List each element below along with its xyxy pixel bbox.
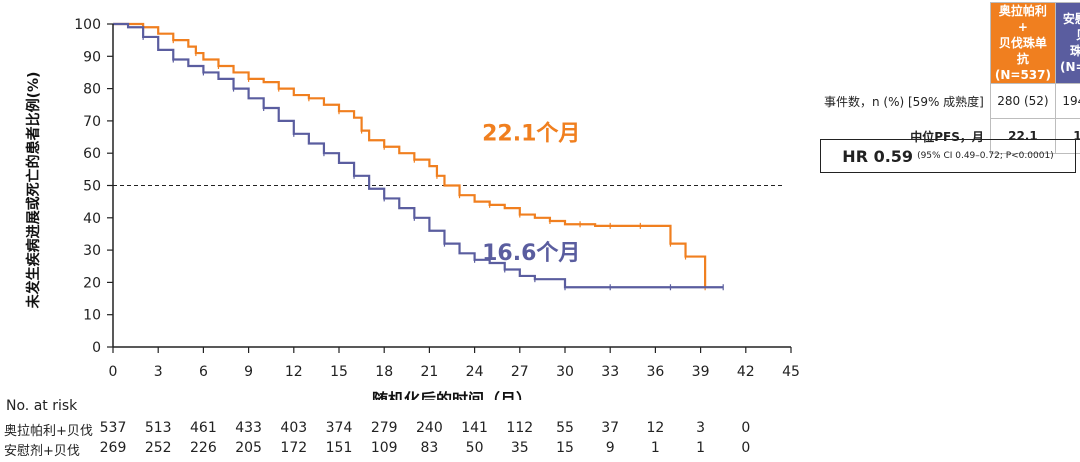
y-tick-label: 10 — [83, 308, 101, 324]
arm2-survival-curve — [113, 22, 724, 289]
risk-arm2-value: 226 — [190, 440, 217, 456]
x-tick-label: 9 — [244, 364, 253, 380]
risk-table-title: No. at risk — [6, 398, 78, 414]
x-tick-label: 21 — [420, 364, 438, 380]
risk-arm1-value: 55 — [556, 420, 574, 436]
risk-arm2-value: 9 — [605, 440, 615, 456]
x-tick-label: 24 — [466, 364, 484, 380]
y-tick-label: 60 — [83, 146, 101, 162]
y-tick-label: 20 — [83, 275, 101, 291]
y-tick-label: 80 — [83, 82, 101, 98]
y-tick-label: 40 — [83, 211, 101, 227]
median-label: 中位PFS，月 — [910, 129, 984, 144]
risk-arm2-value: 252 — [144, 440, 172, 456]
y-tick-label: 70 — [83, 114, 101, 130]
risk-arm1-value: 112 — [506, 420, 534, 436]
risk-arm1-value: 12 — [646, 420, 665, 436]
hr-main: HR 0.59 — [842, 146, 914, 166]
y-tick-label: 30 — [83, 243, 101, 259]
events-label: 事件数，n (%) [59% 成熟度] — [824, 94, 984, 109]
x-tick-label: 6 — [199, 364, 208, 380]
risk-arm2-value: 1 — [650, 440, 660, 456]
risk-arm1-value: 403 — [280, 420, 308, 436]
arm2-header: 安慰剂 + 贝伐 珠单抗 (N=269) — [1054, 2, 1080, 84]
x-tick-label: 33 — [601, 364, 619, 380]
risk-arm2-value: 50 — [465, 440, 484, 456]
x-tick-label: 18 — [375, 364, 393, 380]
x-tick-label: 0 — [109, 364, 118, 380]
y-tick-label: 0 — [92, 340, 101, 356]
risk-arm1-value: 0 — [741, 420, 751, 436]
summary-table: 奥拉帕利 + 贝伐珠单抗 (N=537) 安慰剂 + 贝伐 珠单抗 (N=269… — [820, 2, 1080, 154]
risk-arm2-value: 83 — [420, 440, 439, 456]
risk-arm2-value: 1 — [696, 440, 706, 456]
risk-arm2-value: 151 — [325, 440, 353, 456]
hr-detail: (95% CI 0.49–0.72; P<0.0001) — [917, 151, 1054, 161]
risk-arm1-value: 279 — [370, 420, 398, 436]
x-tick-label: 39 — [692, 364, 710, 380]
x-tick-label: 12 — [285, 364, 303, 380]
risk-arm1-value: 433 — [235, 420, 262, 436]
risk-arm1-value: 513 — [144, 420, 172, 436]
x-tick-label: 3 — [154, 364, 163, 380]
events-arm2: 194 (72) — [1054, 83, 1080, 119]
x-tick-label: 42 — [737, 364, 755, 380]
risk-arm1-label: 奥拉帕利+贝伐 — [4, 424, 93, 439]
y-axis-title: 未发生疾病进展或死亡的患者比例(%) — [25, 72, 42, 309]
risk-arm1-value: 461 — [190, 420, 217, 436]
risk-arm2-value: 15 — [556, 440, 574, 456]
risk-arm2-value: 172 — [280, 440, 308, 456]
risk-arm2-value: 35 — [510, 440, 529, 456]
risk-arm1-value: 374 — [325, 420, 353, 436]
hazard-ratio-box: HR 0.59 (95% CI 0.49–0.72; P<0.0001) — [820, 139, 1076, 173]
risk-arm1-value: 3 — [696, 420, 706, 436]
risk-arm2-value: 205 — [235, 440, 262, 456]
x-tick-label: 30 — [556, 364, 574, 380]
arm1-header: 奥拉帕利 + 贝伐珠单抗 (N=537) — [989, 2, 1056, 84]
arm1-survival-curve — [113, 22, 707, 288]
x-axis-title: 随机化后的时间（月） — [372, 390, 532, 400]
risk-arm2-value: 109 — [370, 440, 398, 456]
risk-arm1-value: 240 — [416, 420, 443, 436]
arm2-median-annotation: 16.6个月 — [482, 241, 580, 266]
x-tick-label: 15 — [330, 364, 348, 380]
y-tick-label: 90 — [83, 49, 101, 65]
x-tick-label: 27 — [511, 364, 529, 380]
risk-arm2-label: 安慰剂+贝伐 — [4, 444, 80, 459]
events-arm1: 280 (52) — [989, 83, 1056, 119]
risk-arm1-value: 37 — [601, 420, 620, 436]
risk-arm1-value: 141 — [461, 420, 488, 436]
y-tick-label: 50 — [83, 179, 101, 195]
x-tick-label: 36 — [646, 364, 664, 380]
risk-arm1-value: 537 — [99, 420, 127, 436]
risk-arm2-value: 269 — [99, 440, 127, 456]
y-tick-label: 100 — [74, 17, 101, 33]
x-tick-label: 45 — [782, 364, 800, 380]
risk-arm2-value: 0 — [741, 440, 751, 456]
arm1-median-annotation: 22.1个月 — [482, 121, 580, 146]
